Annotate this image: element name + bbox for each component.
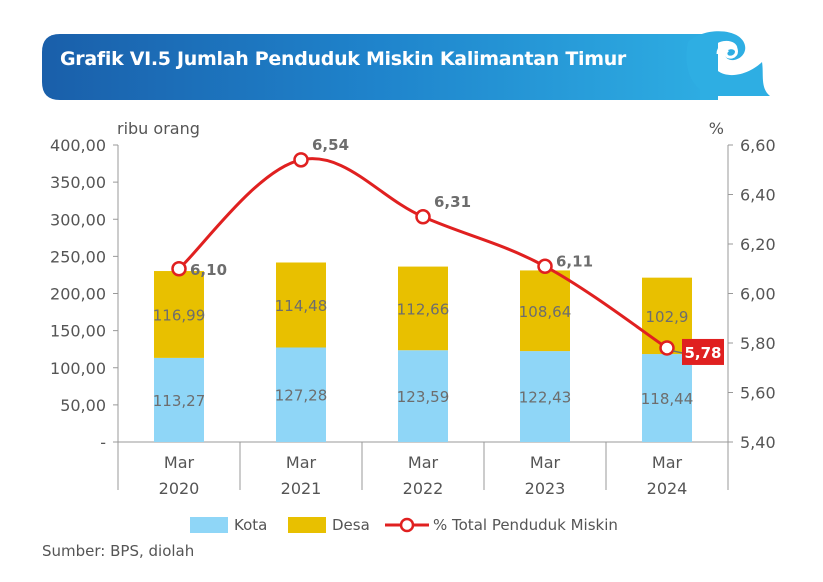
bar-kota (520, 351, 570, 442)
data-label-kota: 113,27 (153, 392, 206, 410)
legend-line-marker-icon (385, 517, 429, 533)
x-tick-label-line: Mar (164, 453, 195, 472)
right-tick-label: 6,00 (740, 285, 776, 304)
x-tick-label-line: 2020 (159, 479, 200, 498)
legend-swatch-kota (190, 517, 228, 533)
chart-canvas: - 50,00 100,00 150,00 200,00 250,00 300,00 350,… (50, 119, 776, 498)
right-tick-label: 6,20 (740, 235, 776, 254)
bar-kota (276, 347, 326, 442)
left-axis-unit: ribu orang (117, 119, 200, 138)
x-tick-label: Mar 2022 (403, 453, 444, 498)
data-label-kota: 122,43 (519, 389, 572, 407)
data-label-desa: 112,66 (397, 300, 450, 318)
bar-desa (154, 271, 204, 358)
left-tick-label: 350,00 (50, 173, 106, 192)
bar-kota (154, 357, 204, 442)
x-tick-label-line: Mar (408, 453, 439, 472)
legend-label-total: % Total Penduduk Miskin (433, 516, 618, 534)
left-tick-label: 150,00 (50, 322, 106, 341)
line-layer (171, 152, 675, 356)
bar-kota (642, 354, 692, 442)
bar-desa (520, 270, 570, 352)
labels-layer: 113,27 116,99 127,28 114,48 123,59 112,66 122,… (153, 136, 724, 410)
left-tick-label: 200,00 (50, 285, 106, 304)
legend: Kota Desa % Total Penduduk Miskin (0, 512, 823, 538)
right-tick-label: 5,80 (740, 334, 776, 353)
highlight-box (682, 338, 724, 365)
line-point (415, 209, 431, 225)
data-label-kota: 127,28 (275, 387, 328, 405)
x-tick-label-line: 2022 (403, 479, 444, 498)
data-label-kota: 118,44 (641, 390, 694, 408)
x-tick-label-line: 2024 (647, 479, 688, 498)
x-tick-label: Mar 2020 (159, 453, 200, 498)
legend-item-total: % Total Penduduk Miskin (385, 512, 618, 538)
line-point (659, 340, 675, 356)
source-note: Sumber: BPS, diolah (42, 542, 195, 560)
header-banner: Grafik VI.5 Jumlah Penduduk Miskin Kalim… (0, 0, 823, 100)
x-tick-label: Mar 2024 (647, 453, 688, 498)
x-tick-label-line: Mar (530, 453, 561, 472)
bar-desa (398, 266, 448, 351)
legend-label-desa: Desa (332, 516, 370, 534)
data-label-total: 6,11 (556, 252, 593, 270)
wave-logo-icon (686, 31, 770, 97)
x-tick-label-line: Mar (652, 453, 683, 472)
bar-kota (398, 350, 448, 442)
legend-label-kota: Kota (234, 516, 268, 534)
bars-layer (154, 262, 692, 442)
data-label-total: 5,78 (684, 344, 721, 362)
right-axis-unit: % (709, 119, 724, 138)
bar-desa (276, 262, 326, 348)
x-tick-label-line: 2023 (525, 479, 566, 498)
right-tick-label: 6,60 (740, 136, 776, 155)
x-tick-label: Mar 2023 (525, 453, 566, 498)
left-tick-label: 250,00 (50, 247, 106, 266)
right-tick-label: 5,40 (740, 433, 776, 452)
left-tick-label: 50,00 (60, 396, 106, 415)
axes-layer: - 50,00 100,00 150,00 200,00 250,00 300,00 350,… (50, 119, 776, 498)
right-tick-label: 6,40 (740, 186, 776, 205)
left-tick-label: 400,00 (50, 136, 106, 155)
legend-item-desa: Desa (288, 512, 370, 538)
left-tick-label: - (100, 433, 106, 452)
data-label-total: 6,10 (190, 261, 227, 279)
line-point (537, 258, 553, 275)
data-label-desa: 108,64 (519, 303, 572, 321)
left-tick-label: 300,00 (50, 210, 106, 229)
data-label-desa: 102,9 (646, 308, 689, 326)
data-label-desa: 116,99 (153, 306, 206, 324)
x-tick-label: Mar 2021 (281, 453, 322, 498)
data-label-desa: 114,48 (275, 297, 328, 315)
x-tick-label-line: 2021 (281, 479, 322, 498)
data-label-kota: 123,59 (397, 388, 450, 406)
legend-item-kota: Kota (190, 512, 267, 538)
x-tick-label-line: Mar (286, 453, 317, 472)
data-label-total: 6,54 (312, 136, 349, 154)
left-tick-label: 100,00 (50, 359, 106, 378)
legend-swatch-desa (288, 517, 326, 533)
data-label-total: 6,31 (434, 193, 471, 211)
right-tick-label: 5,60 (740, 384, 776, 403)
chart-title: Grafik VI.5 Jumlah Penduduk Miskin Kalim… (60, 48, 627, 70)
line-point (293, 152, 309, 168)
line-point (171, 261, 187, 277)
